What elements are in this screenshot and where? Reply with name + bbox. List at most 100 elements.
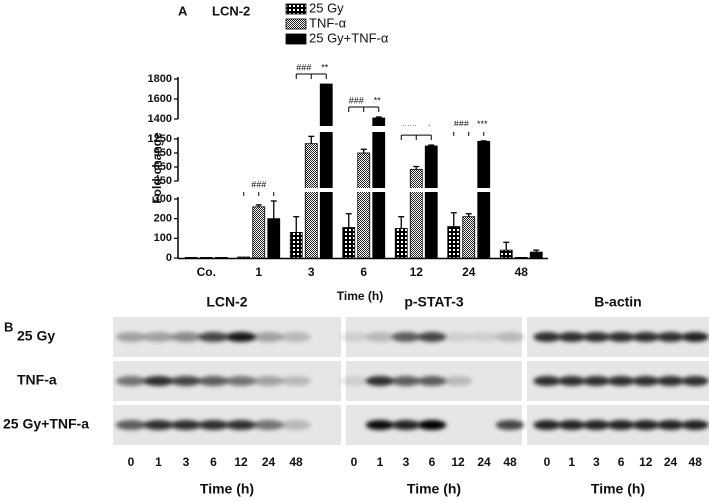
blot-band (558, 332, 586, 342)
bar (342, 227, 356, 259)
blot-band (533, 332, 561, 342)
blot-band (391, 420, 421, 430)
blot-band (470, 420, 499, 430)
bar (199, 257, 213, 259)
lane-label: 3 (593, 455, 600, 469)
blot-band (225, 420, 257, 430)
blot-band (225, 332, 257, 342)
blot-band (681, 420, 709, 430)
bar (214, 257, 228, 259)
bar (289, 232, 303, 259)
blot-band (253, 332, 284, 342)
row-label: 25 Gy+TNF-a (3, 416, 89, 432)
blot-band (198, 420, 229, 430)
lane-label: 12 (234, 455, 248, 469)
lane-label: 24 (477, 455, 491, 469)
blot-band (115, 376, 147, 386)
blot-band (443, 376, 473, 386)
axis-break (180, 188, 545, 192)
x-tick-label: 24 (462, 265, 476, 279)
y-tick-label: 1250 (148, 133, 172, 145)
bar (499, 249, 513, 259)
blot-band (115, 420, 147, 430)
blot-band (496, 376, 525, 386)
lane-label: 24 (262, 455, 276, 469)
blot-band (365, 376, 395, 386)
blot-band (656, 332, 685, 342)
x-tick-label: 48 (515, 265, 529, 279)
blot-band (280, 420, 312, 430)
y-tick-label: 950 (154, 147, 172, 159)
blot-band (582, 376, 610, 386)
blot-band (225, 376, 257, 386)
blot-band (417, 420, 447, 430)
panel-label: A (178, 3, 188, 18)
chart-title: LCN-2 (212, 3, 250, 18)
blot-band (339, 332, 369, 342)
bar (304, 143, 318, 259)
lane-label: 1 (568, 455, 575, 469)
bar (477, 140, 491, 259)
x-tick-label: 6 (360, 265, 367, 279)
blot-band (533, 420, 561, 430)
lane-label: 6 (429, 455, 436, 469)
blot-band (143, 376, 174, 386)
lane-label: 6 (618, 455, 625, 469)
x-tick-label: 3 (308, 265, 315, 279)
blot-band (340, 420, 369, 430)
bar (394, 228, 408, 259)
blot-band (607, 376, 635, 386)
significance-label: ** (374, 95, 382, 105)
blot-band (469, 332, 499, 342)
lane-label: 3 (183, 455, 190, 469)
blot-band (339, 376, 369, 386)
blot-band (632, 376, 660, 386)
lane-label: 48 (689, 455, 703, 469)
blot-band (253, 376, 284, 386)
y-tick-label: 100 (154, 232, 172, 244)
blot-title: B-actin (594, 294, 641, 310)
bar (514, 257, 528, 259)
blot-band (681, 376, 709, 386)
legend-label: 25 Gy+TNF-α (309, 30, 389, 45)
x-tick-label: 1 (255, 265, 262, 279)
blot-band (656, 376, 685, 386)
blot-x-title: Time (h) (407, 481, 461, 497)
significance-label: ### (454, 119, 469, 129)
lane-label: 0 (128, 455, 135, 469)
legend-label: TNF-α (309, 15, 347, 30)
significance-label: *** (477, 119, 488, 129)
blot-band (280, 332, 312, 342)
y-tick-label: 300 (154, 193, 172, 205)
lane-label: 1 (377, 455, 384, 469)
lane-label: 0 (351, 455, 358, 469)
row-label: TNF-a (17, 372, 57, 388)
blot-band (681, 332, 709, 342)
blot-band (607, 420, 635, 430)
blot-band (198, 376, 229, 386)
blot-band (365, 332, 395, 342)
row-label: 25 Gy (17, 328, 55, 344)
lane-label: 24 (664, 455, 678, 469)
blot-title: p-STAT-3 (404, 294, 464, 310)
x-tick-label: 12 (410, 265, 424, 279)
bar (184, 257, 198, 259)
y-tick-label: 1800 (148, 73, 172, 85)
lane-label: 0 (544, 455, 551, 469)
blot-band (632, 420, 660, 430)
blot-band (280, 376, 312, 386)
bar (424, 145, 438, 259)
y-tick-label: 650 (154, 161, 172, 173)
y-tick-label: 350 (154, 175, 172, 187)
blot-band (582, 420, 610, 430)
bar (529, 251, 543, 259)
blot-band (417, 332, 447, 342)
lane-label: 12 (451, 455, 465, 469)
significance-label: ### (251, 179, 266, 189)
legend-swatch (285, 33, 307, 45)
x-tick-label: Co. (197, 265, 216, 279)
lane-label: 48 (503, 455, 517, 469)
legend-swatch (285, 3, 307, 15)
axis-break (180, 126, 545, 132)
